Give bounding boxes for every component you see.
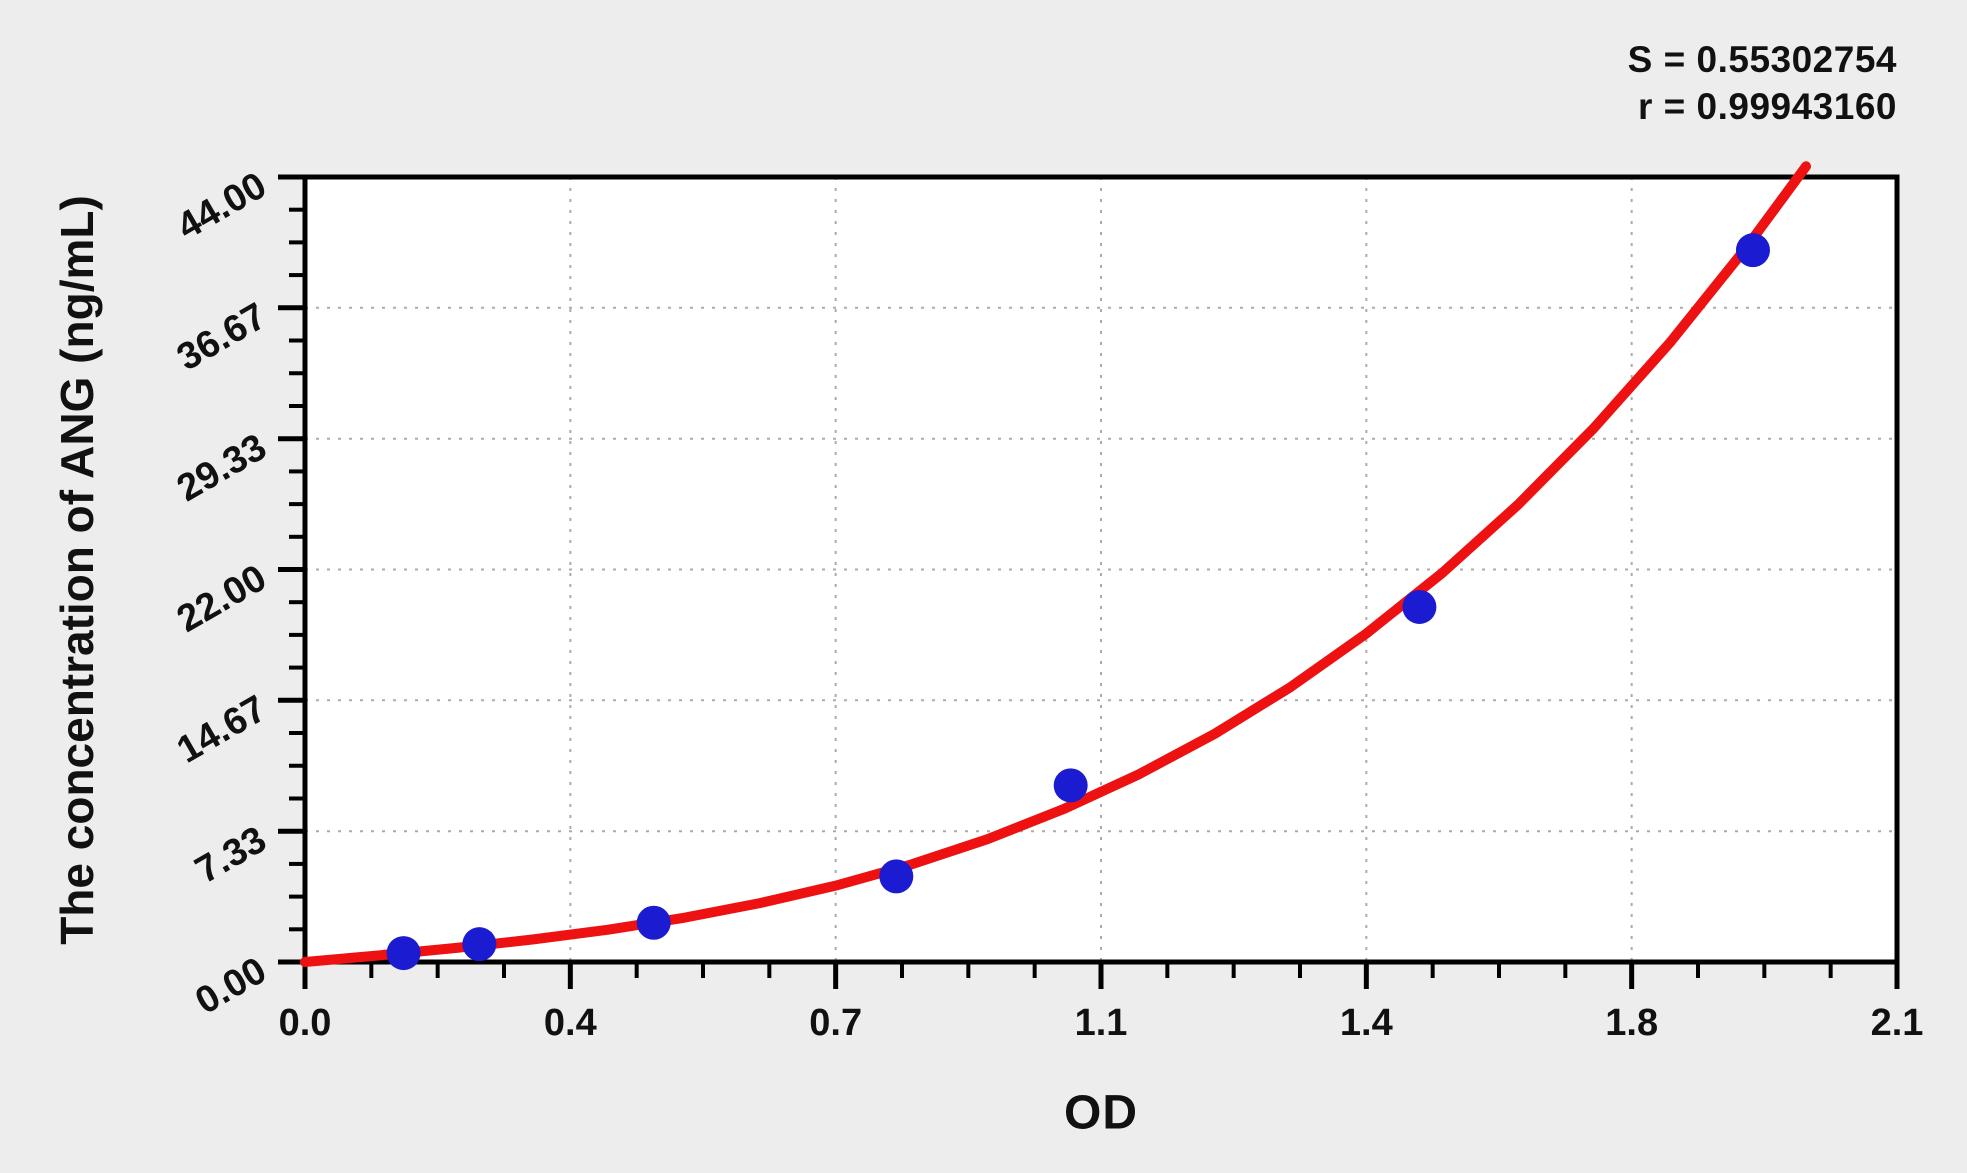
x-tick-label: 0.7 [809, 1002, 862, 1044]
s-value: S = 0.55302754 [1627, 39, 1897, 80]
y-tick-label: 7.33 [188, 819, 273, 892]
fit-statistics: S = 0.55302754 r = 0.99943160 [1628, 36, 1897, 131]
y-tick-label: 44.00 [170, 164, 273, 248]
y-tick-label: 0.00 [188, 949, 273, 1022]
x-tick-label: 0.0 [279, 1002, 332, 1044]
data-point [636, 905, 671, 940]
data-point [1053, 768, 1088, 803]
x-tick-label: 0.4 [544, 1002, 597, 1044]
x-axis-title: OD [1064, 1086, 1138, 1140]
y-tick-label: 14.67 [170, 688, 273, 772]
data-point [386, 936, 421, 971]
data-point [1735, 233, 1770, 268]
x-tick-label: 1.1 [1075, 1002, 1128, 1044]
y-tick-label: 36.67 [170, 295, 273, 379]
fitted-curve-line [300, 161, 1812, 967]
plot-border [302, 174, 1900, 965]
data-point [1402, 589, 1437, 624]
y-tick-label: 29.33 [170, 426, 273, 510]
data-point [462, 927, 497, 962]
y-tick-label: 22.00 [170, 557, 273, 641]
x-tick-label: 2.1 [1871, 1002, 1924, 1044]
x-tick-label: 1.4 [1340, 1002, 1393, 1044]
x-tick-label: 1.8 [1605, 1002, 1658, 1044]
data-point [879, 859, 914, 894]
r-value: r = 0.99943160 [1637, 86, 1897, 128]
y-axis-title: The concentration of ANG (ng/mL) [51, 195, 103, 945]
